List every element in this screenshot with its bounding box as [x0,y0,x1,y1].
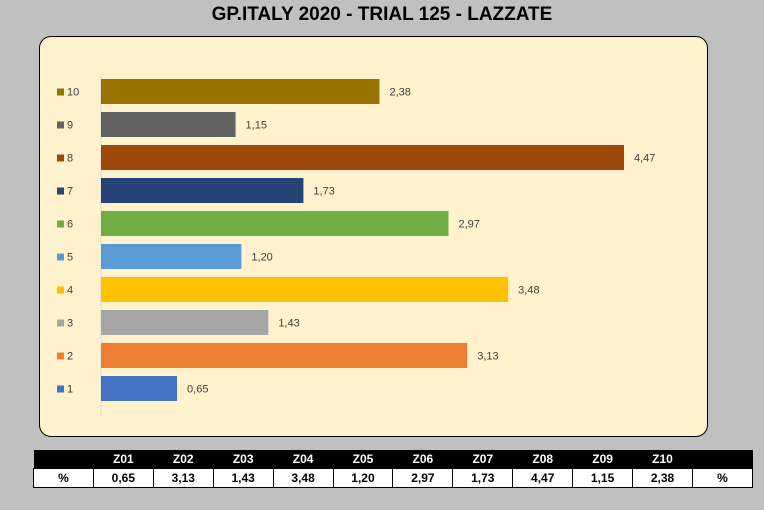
table-cell: 3,48 [272,468,334,488]
data-table: Z01 Z02 Z03 Z04 Z05 Z06 Z07 Z08 Z09 Z10 … [33,450,754,488]
data-label: 2,97 [458,219,479,231]
table-cell: 3,13 [152,468,214,488]
category-label: 3 [67,318,73,330]
category-label: 8 [67,153,73,165]
table-header-cell: Z03 [213,450,274,469]
bar-2 [101,343,468,368]
data-label: 3,13 [477,351,498,363]
category-label: 7 [67,186,73,198]
table-header-cell: Z04 [273,450,334,469]
bar-9 [101,112,236,137]
chart-panel: 0,65 1 3,13 2 1,43 3 3,48 4 1,20 5 2,97 6 1,73 7 4,47 8… [39,36,708,437]
table-cell: 1,15 [572,468,634,488]
legend-swatch [57,220,64,228]
table-header-cell [33,450,94,469]
table-header-cell: Z07 [452,450,513,469]
table-cell: 1,73 [452,468,514,488]
table-header-cell: Z06 [392,450,453,469]
table-cell: 0,65 [92,468,154,488]
table-cell: 4,47 [512,468,574,488]
table-header-cell: Z09 [572,450,633,469]
table-cell: 1,20 [332,468,394,488]
bar-7 [101,178,304,203]
category-label: 1 [67,384,73,396]
table-cell: 1,43 [212,468,274,488]
bar-chart: 0,65 1 3,13 2 1,43 3 3,48 4 1,20 5 2,97 6 1,73 7 4,47 8… [57,75,655,416]
data-label: 1,15 [246,120,267,132]
bar-5 [101,244,242,269]
legend-swatch [57,88,64,96]
table-header-cell: Z01 [93,450,154,469]
table-cell: % [691,468,754,488]
legend-swatch [57,154,64,162]
legend-swatch [57,121,64,129]
bar-8 [101,145,624,170]
table-header-cell: Z10 [632,450,693,469]
data-label: 0,65 [187,384,208,396]
data-label: 2,38 [389,87,410,99]
legend-swatch [57,319,64,327]
category-label: 6 [67,219,73,231]
data-label: 1,43 [278,318,299,330]
category-label: 4 [67,285,73,297]
category-label: 9 [67,120,73,132]
bar-6 [101,211,449,236]
bar-4 [101,277,509,302]
legend-swatch [57,253,64,261]
table-header-cell: Z02 [153,450,214,469]
legend-swatch [57,352,64,360]
table-cell: % [33,468,94,488]
table-row: % 0,65 3,13 1,43 3,48 1,20 2,97 1,73 4,4… [33,468,754,488]
bar-1 [101,376,178,401]
data-label: 1,20 [251,252,272,264]
category-label: 5 [67,252,73,264]
bar-3 [101,310,269,335]
category-label: 2 [67,351,73,363]
legend-swatch [57,286,64,294]
table-cell: 2,97 [392,468,454,488]
table-cell: 2,38 [632,468,693,488]
legend-swatch [57,187,64,195]
data-label: 3,48 [518,285,539,297]
table-header-cell: Z05 [333,450,393,469]
table-header-cell [692,450,753,469]
table-header-cell: Z08 [512,450,573,469]
data-label: 4,47 [634,153,655,165]
table-header-row: Z01 Z02 Z03 Z04 Z05 Z06 Z07 Z08 Z09 Z10 [33,450,753,469]
data-label: 1,73 [313,186,334,198]
bar-10 [101,79,380,104]
category-label: 10 [67,87,79,99]
legend-swatch [57,385,64,393]
chart-title: GP.ITALY 2020 - TRIAL 125 - LAZZATE [211,4,553,25]
